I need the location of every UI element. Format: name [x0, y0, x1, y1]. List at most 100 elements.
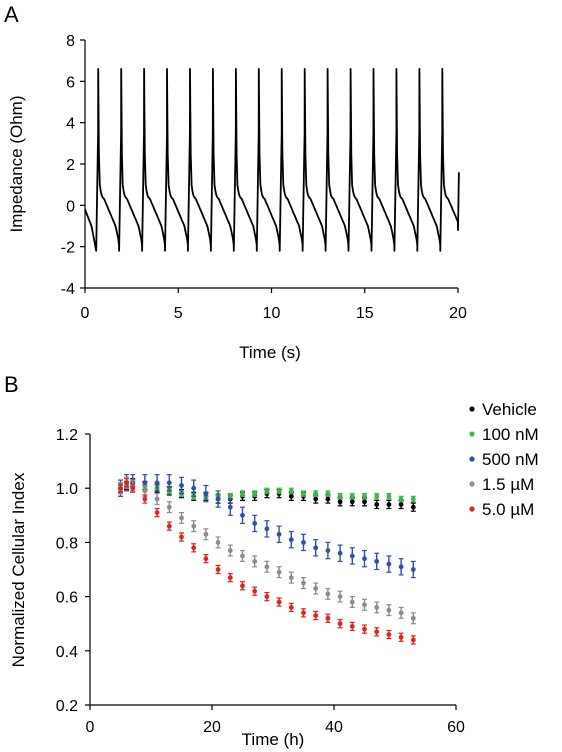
chart-b-point [154, 480, 160, 486]
chart-b-point [288, 537, 294, 543]
chart-b-point [386, 632, 392, 637]
chart-b-point [410, 567, 416, 572]
chart-b-point [301, 491, 306, 497]
chart-b-y-tick-label: 0.6 [56, 590, 78, 607]
chart-b-point [386, 561, 392, 567]
chart-b-point [227, 575, 233, 581]
chart-b-point [154, 510, 160, 515]
chart-b-point [227, 548, 233, 553]
chart-b-point [337, 499, 343, 505]
chart-b-point [301, 540, 306, 545]
chart-b-point [374, 558, 380, 564]
chart-a-x-tick-label: 20 [449, 305, 467, 322]
chart-b-point [215, 540, 221, 545]
chart-b-point [374, 493, 380, 499]
chart-b-point [203, 531, 209, 537]
chart-b-point [227, 504, 233, 510]
chart-b-point [191, 523, 197, 529]
chart-a-x-tick-label: 10 [263, 305, 281, 322]
chart-b-x-tick-label: 0 [86, 719, 95, 736]
chart-b-point [288, 493, 294, 499]
chart-b-y-tick-label: 1.2 [56, 427, 78, 444]
chart-b-series-1 [118, 479, 416, 503]
panel-b-label: B [4, 372, 19, 397]
chart-b-point [288, 575, 294, 581]
chart-b-point [313, 496, 319, 502]
chart-b-point [166, 504, 172, 510]
chart-b-point [252, 521, 258, 526]
chart-b-point [362, 499, 367, 505]
legend-label: 500 nM [482, 450, 539, 469]
chart-b-point [410, 504, 416, 510]
legend-label: 5.0 µM [482, 500, 534, 519]
chart-b-point [130, 485, 136, 491]
chart-b-y-label: Normalized Cellular Index [9, 472, 28, 667]
panel-a-label: A [4, 2, 19, 27]
chart-a-x-tick-label: 5 [174, 305, 183, 322]
legend-marker [469, 506, 475, 512]
chart-b-point [362, 493, 367, 499]
chart-b-point [349, 493, 355, 499]
chart-b-point [191, 485, 197, 491]
chart-a-x-label: Time (s) [239, 343, 301, 362]
chart-b-y-tick-label: 0.8 [56, 535, 78, 552]
chart-a-y-tick-label: -2 [61, 240, 75, 257]
chart-b-point [337, 594, 343, 599]
chart-b-series-4 [118, 478, 416, 645]
chart-b-point [325, 496, 331, 502]
chart-b-point [264, 594, 270, 599]
chart-b-point [349, 599, 355, 605]
chart-b-point [276, 488, 282, 494]
chart-b-point [252, 558, 258, 564]
chart-b-point [337, 550, 343, 556]
chart-b-point [166, 480, 172, 486]
chart-b-point [398, 610, 404, 616]
chart-b-x-label: Time (h) [242, 730, 305, 749]
chart-b-point [118, 485, 123, 491]
chart-b-y-tick-label: 0.2 [56, 698, 78, 715]
chart-b-points [118, 474, 416, 645]
chart-b-point [301, 580, 306, 586]
chart-b-point [398, 564, 404, 570]
chart-b-point [386, 607, 392, 613]
chart-b-point [386, 493, 392, 499]
chart-b-point [301, 610, 306, 616]
chart-b-point [362, 602, 367, 608]
chart-a-y-tick-label: 8 [66, 33, 75, 50]
chart-b-y-tick-label: 1.0 [56, 481, 78, 498]
chart-a-y-tick-label: 4 [66, 116, 75, 133]
chart-b-point [240, 583, 245, 589]
chart-b-point [252, 588, 258, 594]
legend-marker [469, 406, 475, 412]
chart-b-point [313, 491, 319, 497]
chart-b-y-tick-label: 0.4 [56, 644, 78, 661]
chart-b-point [288, 488, 294, 494]
chart-b-point [313, 545, 319, 551]
chart-b: 0.2 0.4 0.6 0.8 1.0 1.2 0 20 40 60 Vehicle 100 nM 5… [9, 400, 539, 749]
chart-b-point [191, 545, 197, 551]
chart-b-point [227, 493, 233, 499]
chart-b-point [410, 615, 416, 621]
chart-b-point [374, 502, 380, 507]
chart-b-point [240, 491, 245, 497]
legend-marker [469, 456, 475, 462]
chart-b-point [276, 569, 282, 575]
chart-b-point [142, 480, 148, 486]
chart-b-legend: Vehicle 100 nM 500 nM 1.5 µM 5.0 µM [469, 400, 539, 519]
chart-a-y-tick-label: 0 [66, 198, 75, 215]
chart-a-y-tick-label: 6 [66, 74, 75, 91]
chart-a-y-tick-label: -4 [61, 281, 75, 298]
chart-b-series-0 [118, 478, 416, 512]
chart-b-point [386, 502, 392, 507]
chart-b-point [252, 491, 258, 497]
chart-b-point [203, 556, 209, 562]
chart-b-point [142, 488, 148, 494]
chart-b-point [264, 488, 270, 494]
chart-b-point [276, 599, 282, 605]
chart-a-series-line [84, 68, 460, 252]
chart-b-point [313, 613, 319, 618]
chart-b-point [179, 515, 184, 521]
chart-a: -4 -2 0 2 4 6 8 0 5 10 15 20 Time (s) Impedance (Oh… [7, 33, 467, 362]
chart-b-point [264, 526, 270, 532]
